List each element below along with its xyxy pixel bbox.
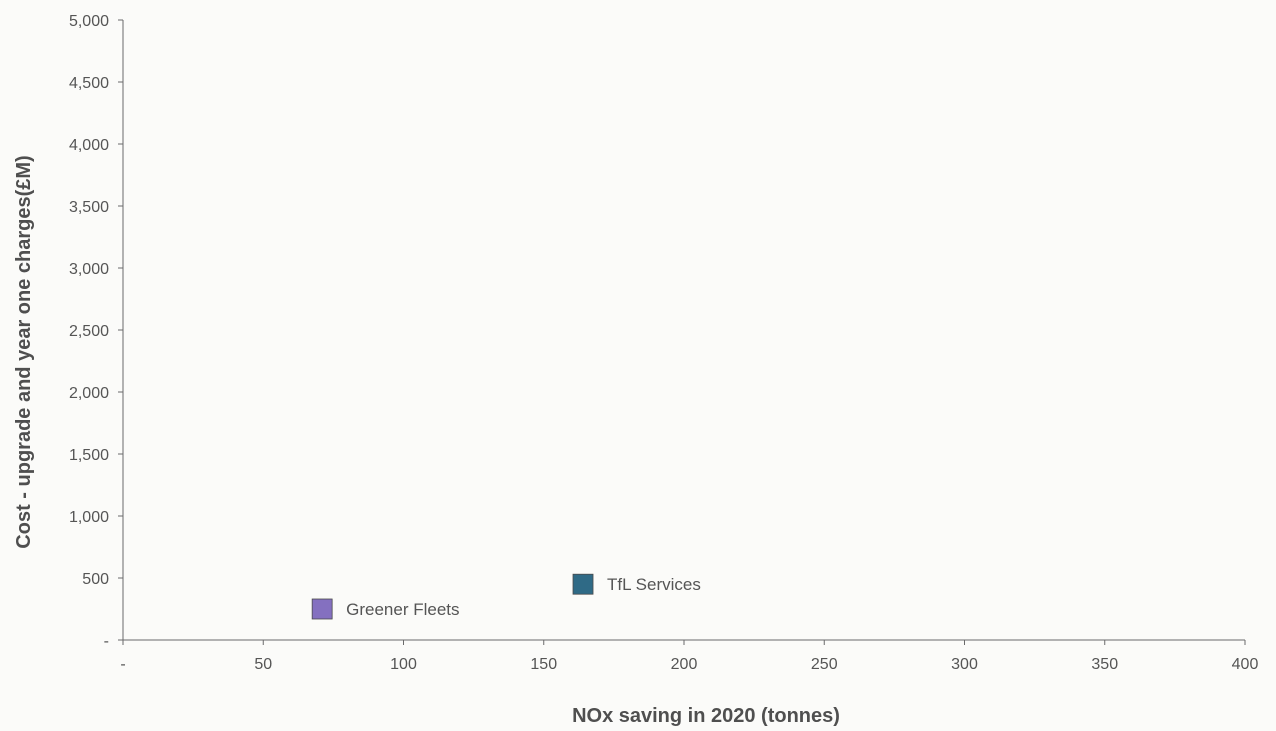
data-point-marker <box>311 598 333 620</box>
data-point-label: Greener Fleets <box>346 600 459 619</box>
x-tick-label: 100 <box>390 656 417 673</box>
y-tick-label: 2,000 <box>69 385 109 402</box>
x-tick-label: 300 <box>951 656 978 673</box>
axes <box>122 20 1245 641</box>
y-tick-label: 4,500 <box>69 75 109 92</box>
data-points: Greener Fleets TfL Services <box>311 573 701 620</box>
y-tick-label: - <box>104 633 109 650</box>
y-tick-label: 2,500 <box>69 323 109 340</box>
x-tick-label: 350 <box>1091 656 1118 673</box>
data-point-marker <box>572 573 594 595</box>
y-tick-label: 4,000 <box>69 137 109 154</box>
x-tick-label: - <box>120 656 125 673</box>
ticks: - 500 1,000 1,500 2,000 2,500 3,000 3,500 4,000 4… <box>69 13 1258 673</box>
y-tick-label: 1,500 <box>69 447 109 464</box>
y-tick-label: 3,500 <box>69 199 109 216</box>
x-axis-title: NOx saving in 2020 (tonnes) <box>572 705 840 727</box>
y-tick-label: 5,000 <box>69 13 109 30</box>
y-tick-label: 1,000 <box>69 509 109 526</box>
y-tick-label: 3,000 <box>69 261 109 278</box>
x-tick-label: 250 <box>811 656 838 673</box>
x-tick-label: 50 <box>254 656 272 673</box>
x-tick-label: 400 <box>1232 656 1259 673</box>
y-axis-title: Cost - upgrade and year one charges(£M) <box>13 155 35 548</box>
x-tick-label: 200 <box>671 656 698 673</box>
y-tick-label: 500 <box>82 571 109 588</box>
data-point-label: TfL Services <box>607 575 701 594</box>
x-tick-label: 150 <box>530 656 557 673</box>
